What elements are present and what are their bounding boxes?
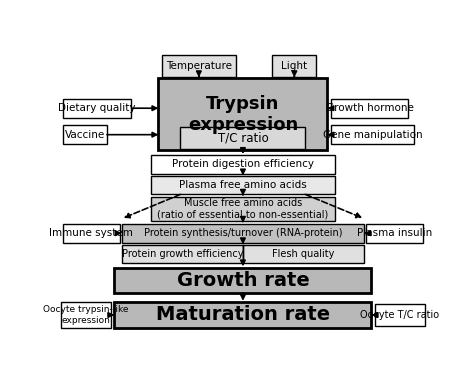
FancyBboxPatch shape: [181, 127, 305, 149]
Text: Growth rate: Growth rate: [176, 271, 310, 290]
FancyBboxPatch shape: [61, 302, 110, 328]
FancyBboxPatch shape: [151, 197, 335, 221]
FancyBboxPatch shape: [63, 125, 107, 144]
FancyBboxPatch shape: [331, 99, 408, 118]
FancyBboxPatch shape: [114, 302, 372, 328]
FancyBboxPatch shape: [151, 155, 335, 174]
Text: Growth hormone: Growth hormone: [326, 104, 414, 113]
Text: Dietary quality: Dietary quality: [58, 104, 136, 113]
FancyBboxPatch shape: [63, 224, 120, 243]
FancyBboxPatch shape: [331, 125, 414, 144]
Text: Protein digestion efficiency: Protein digestion efficiency: [172, 159, 314, 169]
Text: Plasma insulin: Plasma insulin: [357, 228, 432, 238]
FancyBboxPatch shape: [272, 55, 316, 77]
FancyBboxPatch shape: [375, 304, 425, 326]
Text: Immune system: Immune system: [49, 228, 133, 238]
Text: Protein synthesis/turnover (RNA-protein): Protein synthesis/turnover (RNA-protein): [144, 228, 342, 238]
Text: T/C ratio: T/C ratio: [218, 131, 268, 144]
Text: Light: Light: [281, 61, 308, 71]
Text: Muscle free amino acids
(ratio of essential to non-essential): Muscle free amino acids (ratio of essent…: [157, 198, 328, 220]
FancyBboxPatch shape: [366, 224, 423, 243]
Text: Oocyte T/C ratio: Oocyte T/C ratio: [360, 310, 439, 320]
FancyBboxPatch shape: [122, 224, 364, 243]
FancyBboxPatch shape: [122, 245, 243, 262]
Text: Temperature: Temperature: [166, 61, 232, 71]
Text: Oocyte trypsin-like
expression: Oocyte trypsin-like expression: [43, 305, 128, 325]
Text: Protein growth efficiency: Protein growth efficiency: [121, 249, 243, 259]
Text: Flesh quality: Flesh quality: [273, 249, 335, 259]
Text: Maturation rate: Maturation rate: [156, 306, 330, 324]
FancyBboxPatch shape: [114, 268, 372, 293]
FancyBboxPatch shape: [63, 99, 131, 118]
FancyBboxPatch shape: [158, 78, 328, 150]
Text: Gene manipulation: Gene manipulation: [323, 130, 422, 140]
FancyBboxPatch shape: [162, 55, 236, 77]
Text: Vaccine: Vaccine: [65, 130, 105, 140]
Text: Trypsin
expression: Trypsin expression: [188, 95, 298, 134]
Text: Plasma free amino acids: Plasma free amino acids: [179, 180, 307, 190]
FancyBboxPatch shape: [243, 245, 364, 262]
FancyBboxPatch shape: [151, 176, 335, 194]
